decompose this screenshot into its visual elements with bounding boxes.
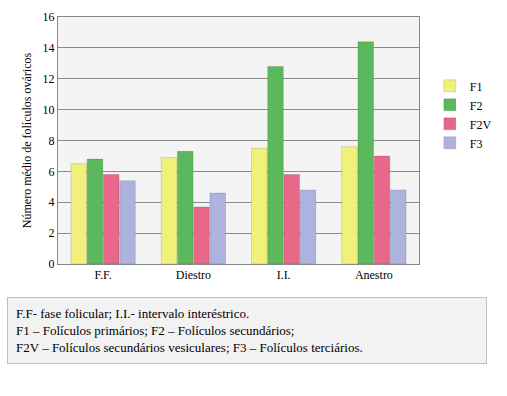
svg-text:6: 6 bbox=[49, 165, 55, 179]
svg-text:F.F.: F.F. bbox=[94, 268, 111, 282]
svg-text:Número médio de folículos ovár: Número médio de folículos ováricos bbox=[20, 53, 34, 229]
svg-text:F2V: F2V bbox=[470, 118, 492, 132]
svg-text:F1: F1 bbox=[470, 80, 483, 94]
svg-text:F.F- fase folicular; I.I.- int: F.F- fase folicular; I.I.- intervalo int… bbox=[16, 306, 363, 355]
svg-text:Diestro: Diestro bbox=[176, 268, 211, 282]
svg-text:4: 4 bbox=[49, 195, 55, 209]
svg-text:16: 16 bbox=[43, 10, 55, 24]
svg-text:10: 10 bbox=[43, 103, 55, 117]
svg-text:2: 2 bbox=[49, 226, 55, 240]
svg-text:F2: F2 bbox=[470, 99, 483, 113]
svg-text:Anestro: Anestro bbox=[355, 268, 393, 282]
svg-text:14: 14 bbox=[43, 41, 55, 55]
svg-text:0: 0 bbox=[49, 257, 55, 271]
svg-text:12: 12 bbox=[43, 72, 55, 86]
svg-text:I.I.: I.I. bbox=[277, 268, 291, 282]
svg-text:8: 8 bbox=[49, 134, 55, 148]
svg-text:F3: F3 bbox=[470, 137, 483, 151]
